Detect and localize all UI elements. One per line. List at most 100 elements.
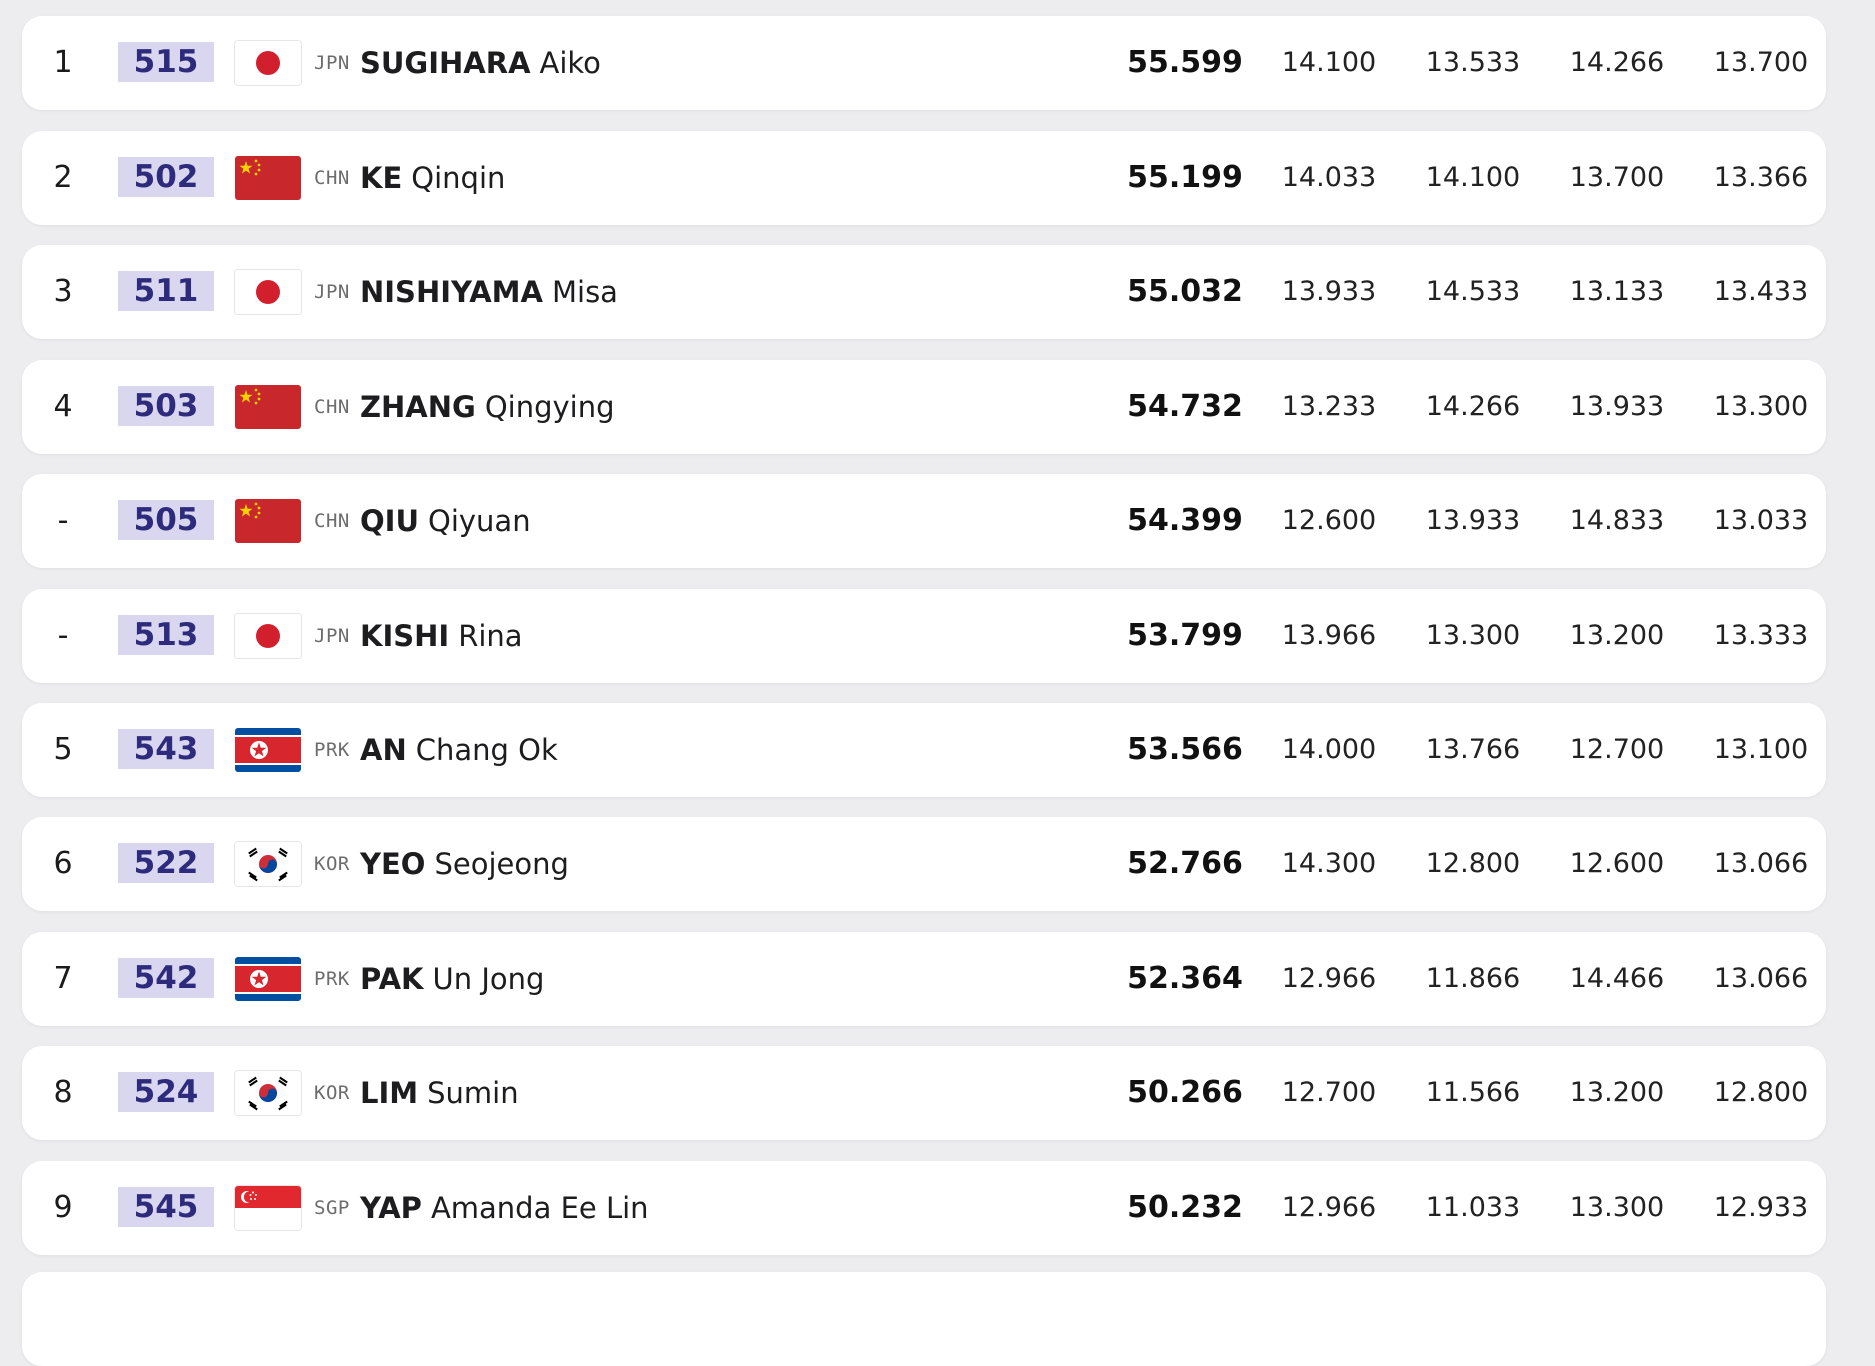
results-list: 1 515 JPN SUGIHARA Aiko 55.599 14.100 13.… — [22, 16, 1826, 1366]
apparatus-score-3: 13.133 — [1569, 276, 1665, 307]
rank: 9 — [53, 1190, 73, 1225]
apparatus-score-2: 13.766 — [1425, 734, 1521, 765]
apparatus-score-2: 11.033 — [1425, 1192, 1521, 1223]
apparatus-score-1: 14.300 — [1281, 848, 1377, 879]
apparatus-score-2: 11.866 — [1425, 963, 1521, 994]
result-row[interactable]: 3 511 JPN NISHIYAMA Misa 55.032 13.933 14… — [22, 245, 1826, 339]
country-code: KOR — [314, 853, 350, 875]
flag-prk-icon — [235, 957, 301, 1001]
result-row[interactable]: 1 515 JPN SUGIHARA Aiko 55.599 14.100 13.… — [22, 16, 1826, 110]
rank: 3 — [53, 274, 73, 309]
flag-sgp-icon — [235, 1186, 301, 1230]
total-score: 50.266 — [1127, 1075, 1243, 1110]
bib-number: 524 — [118, 1072, 214, 1112]
country-code: CHN — [314, 396, 350, 418]
result-row[interactable]: 9 545 SGP YAP Amanda Ee Lin 50.232 12.966… — [22, 1161, 1826, 1255]
flag-kor-icon — [235, 842, 301, 886]
total-score: 55.032 — [1127, 274, 1243, 309]
total-score: 52.766 — [1127, 846, 1243, 881]
apparatus-score-1: 12.966 — [1281, 963, 1377, 994]
rank: 7 — [53, 961, 73, 996]
athlete-given-name: Aiko — [539, 46, 601, 80]
result-row[interactable]: 6 522 KOR YEO Seojeong 52.766 14.300 12.8… — [22, 817, 1826, 911]
athlete-surname: KISHI — [360, 619, 450, 653]
country-code: JPN — [314, 625, 350, 647]
rank: 1 — [53, 45, 73, 80]
athlete-name[interactable]: AN Chang Ok — [360, 703, 558, 797]
country-code: SGP — [314, 1197, 350, 1219]
flag-chn-icon — [235, 156, 301, 200]
apparatus-score-3: 14.466 — [1569, 963, 1665, 994]
result-row[interactable]: 7 542 PRK PAK Un Jong 52.364 12.966 11.86… — [22, 932, 1826, 1026]
athlete-name[interactable]: LIM Sumin — [360, 1046, 519, 1140]
athlete-name[interactable]: PAK Un Jong — [360, 932, 544, 1026]
result-row[interactable]: 5 543 PRK AN Chang Ok 53.566 14.000 13.76… — [22, 703, 1826, 797]
apparatus-score-1: 12.600 — [1281, 505, 1377, 536]
total-score: 53.799 — [1127, 618, 1243, 653]
bib-number: 545 — [118, 1187, 214, 1227]
result-row[interactable]: 2 502 CHN KE Qinqin 55.199 14.033 14.100 … — [22, 131, 1826, 225]
apparatus-score-4: 13.366 — [1713, 162, 1809, 193]
bib-number: 515 — [118, 42, 214, 82]
country-code: JPN — [314, 52, 350, 74]
athlete-surname: YEO — [360, 847, 426, 881]
flag-kor-icon — [235, 1071, 301, 1115]
athlete-surname: LIM — [360, 1076, 419, 1110]
rank: 5 — [53, 732, 73, 767]
result-row[interactable]: - 513 JPN KISHI Rina 53.799 13.966 13.300… — [22, 589, 1826, 683]
athlete-name[interactable]: ZHANG Qingying — [360, 360, 615, 454]
rank: 8 — [53, 1075, 73, 1110]
athlete-name[interactable]: YEO Seojeong — [360, 817, 569, 911]
result-row[interactable]: 8 524 KOR LIM Sumin 50.266 12.700 11.566 … — [22, 1046, 1826, 1140]
athlete-name[interactable]: SUGIHARA Aiko — [360, 16, 601, 110]
total-score: 53.566 — [1127, 732, 1243, 767]
apparatus-score-3: 12.600 — [1569, 848, 1665, 879]
apparatus-score-1: 14.033 — [1281, 162, 1377, 193]
athlete-given-name: Qingying — [484, 390, 615, 424]
result-row[interactable]: - 505 CHN QIU Qiyuan 54.399 12.600 13.933… — [22, 474, 1826, 568]
flag-jpn-icon — [235, 41, 301, 85]
athlete-given-name: Qinqin — [411, 161, 506, 195]
apparatus-score-3: 13.300 — [1569, 1192, 1665, 1223]
athlete-given-name: Amanda Ee Lin — [430, 1191, 649, 1225]
bib-number: 505 — [118, 500, 214, 540]
country-code: KOR — [314, 1082, 350, 1104]
athlete-given-name: Chang Ok — [415, 733, 558, 767]
athlete-name[interactable]: YAP Amanda Ee Lin — [360, 1161, 649, 1255]
total-score: 55.599 — [1127, 45, 1243, 80]
athlete-surname: YAP — [360, 1191, 422, 1225]
apparatus-score-3: 13.933 — [1569, 391, 1665, 422]
flag-chn-icon — [235, 499, 301, 543]
bib-number: 513 — [118, 615, 214, 655]
athlete-name[interactable]: NISHIYAMA Misa — [360, 245, 618, 339]
rank: - — [57, 618, 69, 653]
apparatus-score-4: 13.066 — [1713, 848, 1809, 879]
apparatus-score-3: 14.833 — [1569, 505, 1665, 536]
apparatus-score-1: 12.966 — [1281, 1192, 1377, 1223]
athlete-name[interactable]: QIU Qiyuan — [360, 474, 531, 568]
bib-number: 502 — [118, 157, 214, 197]
athlete-surname: ZHANG — [360, 390, 476, 424]
result-row[interactable]: 4 503 CHN ZHANG Qingying 54.732 13.233 14… — [22, 360, 1826, 454]
total-score: 54.732 — [1127, 389, 1243, 424]
athlete-surname: PAK — [360, 962, 424, 996]
athlete-given-name: Sumin — [427, 1076, 519, 1110]
athlete-name[interactable]: KE Qinqin — [360, 131, 505, 225]
apparatus-score-4: 13.033 — [1713, 505, 1809, 536]
athlete-given-name: Rina — [458, 619, 523, 653]
athlete-given-name: Un Jong — [432, 962, 545, 996]
athlete-name[interactable]: KISHI Rina — [360, 589, 523, 683]
apparatus-score-2: 14.533 — [1425, 276, 1521, 307]
apparatus-score-2: 13.533 — [1425, 47, 1521, 78]
athlete-surname: QIU — [360, 504, 419, 538]
apparatus-score-3: 13.200 — [1569, 1077, 1665, 1108]
apparatus-score-1: 14.000 — [1281, 734, 1377, 765]
apparatus-score-2: 14.100 — [1425, 162, 1521, 193]
apparatus-score-2: 13.300 — [1425, 620, 1521, 651]
total-score: 52.364 — [1127, 961, 1243, 996]
rank: - — [57, 503, 69, 538]
athlete-surname: AN — [360, 733, 407, 767]
apparatus-score-4: 13.700 — [1713, 47, 1809, 78]
apparatus-score-1: 14.100 — [1281, 47, 1377, 78]
country-code: CHN — [314, 167, 350, 189]
